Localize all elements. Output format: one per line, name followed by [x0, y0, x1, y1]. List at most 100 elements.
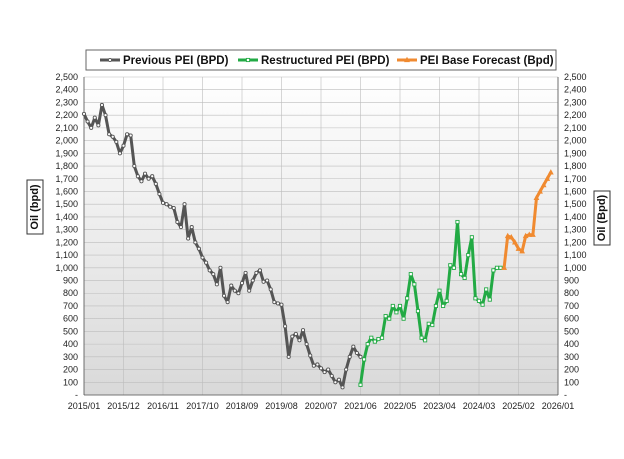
data-point: [408, 272, 413, 277]
data-point: [347, 354, 352, 359]
data-point: [336, 377, 342, 382]
data-point: [272, 300, 277, 305]
data-point: [329, 373, 334, 378]
data-point: [89, 125, 94, 130]
data-point: [128, 133, 133, 138]
y-tick-label-left: 300: [63, 352, 78, 362]
data-point: [365, 342, 370, 347]
data-point: [512, 239, 518, 245]
data-point: [164, 202, 169, 207]
data-point: [107, 132, 112, 137]
data-point: [537, 188, 543, 194]
y-tick-label-right: 1,500: [564, 199, 587, 209]
y-tick-label-left: 1,400: [55, 212, 78, 222]
data-point: [121, 143, 126, 148]
y-axis-title-left-text: Oil (bpd): [29, 184, 41, 230]
data-point: [207, 268, 212, 273]
data-point: [448, 263, 453, 268]
data-point: [426, 321, 431, 326]
legend-marker: [245, 57, 251, 63]
y-tick-label-right: 2,100: [564, 123, 587, 133]
y-tick-label-left: -: [75, 390, 78, 400]
data-point: [501, 264, 508, 270]
y-tick-label-right: 400: [564, 339, 579, 349]
legend-label: PEI Base Forecast (Bpd): [420, 55, 554, 67]
y-tick-label-right: 2,500: [564, 72, 587, 82]
data-point: [333, 380, 338, 385]
data-point: [92, 115, 97, 120]
data-point: [142, 171, 148, 176]
data-point: [394, 310, 399, 315]
data-point: [322, 370, 327, 375]
data-point: [236, 291, 241, 296]
data-point: [85, 119, 90, 124]
y-tick-label-left: 800: [63, 288, 78, 298]
data-point: [204, 260, 209, 265]
y-tick-label-right: 1,100: [564, 250, 587, 260]
y-tick-label-right: 100: [564, 377, 579, 387]
legend-item-1: Restructured PEI (BPD): [238, 55, 390, 67]
y-tick-label-left: 200: [63, 365, 78, 375]
data-point: [498, 265, 503, 270]
data-point: [480, 302, 485, 307]
y-tick-label-right: 1,200: [564, 237, 587, 247]
data-point: [261, 279, 266, 284]
data-point: [508, 234, 515, 240]
x-tick-label: 2023/04: [423, 401, 456, 411]
data-point: [283, 324, 288, 329]
y-tick-label-left: 1,500: [55, 199, 78, 209]
data-point: [146, 176, 151, 181]
data-point: [308, 353, 313, 358]
data-point: [265, 278, 270, 283]
data-point: [182, 202, 187, 207]
data-point: [491, 268, 496, 273]
data-point: [275, 301, 280, 306]
legend-label: Restructured PEI (BPD): [261, 55, 390, 67]
data-point: [484, 287, 489, 292]
y-tick-label-left: 2,000: [55, 136, 78, 146]
y-tick-label-left: 400: [63, 339, 78, 349]
series-layer: [81, 102, 554, 390]
y-tick-label-left: 1,600: [55, 186, 78, 196]
data-point: [451, 265, 456, 270]
y-tick-label-right: 300: [564, 352, 579, 362]
data-point: [171, 205, 176, 211]
y-tick-label-right: 500: [564, 326, 579, 336]
y-tick-label-right: 2,000: [564, 136, 587, 146]
data-point: [81, 111, 87, 116]
data-point: [293, 331, 298, 336]
data-point: [103, 113, 108, 118]
legend-items: Previous PEI (BPD) Restructured PEI (BPD)…: [100, 55, 554, 67]
y-tick-label-right: 200: [564, 365, 579, 375]
data-point: [533, 194, 540, 200]
data-point: [211, 272, 216, 277]
data-point: [401, 316, 406, 321]
x-tick-label: 2018/09: [226, 401, 259, 411]
data-point: [297, 338, 302, 343]
series-2: [501, 169, 554, 270]
x-tick-label: 2021/06: [344, 401, 377, 411]
data-point: [376, 336, 381, 342]
data-point: [132, 163, 137, 169]
x-tick-label: 2015/01: [68, 401, 101, 411]
data-point: [139, 179, 144, 184]
data-point: [387, 316, 392, 321]
legend-item-2: PEI Base Forecast (Bpd): [397, 55, 554, 67]
data-point: [175, 219, 180, 225]
legend-box: [85, 49, 557, 71]
data-point: [239, 281, 245, 286]
data-point: [419, 335, 424, 340]
data-point: [466, 253, 471, 258]
series-0: [81, 102, 363, 390]
legend-item-0: Previous PEI (BPD): [100, 55, 229, 67]
y-tick-label-left: 1,000: [55, 263, 78, 273]
data-point: [178, 225, 184, 230]
data-point: [117, 151, 122, 156]
legend-marker: [404, 56, 410, 63]
data-point: [232, 288, 237, 293]
data-point: [189, 225, 194, 230]
x-axis: 2015/01 2015/12 2016/11 2017/10 2018/09 2019/…: [68, 401, 575, 411]
data-point: [96, 123, 101, 128]
